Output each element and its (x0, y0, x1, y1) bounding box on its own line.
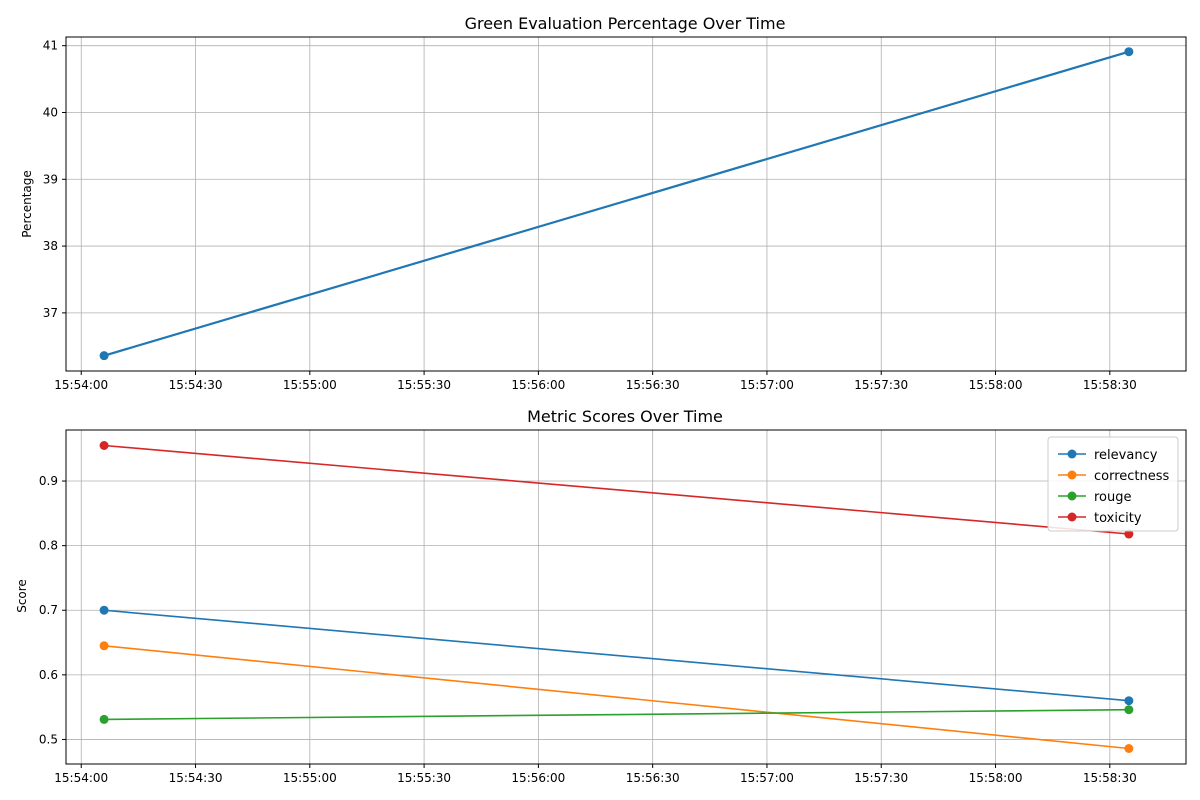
x-tick-label: 15:56:30 (626, 378, 680, 392)
x-tick-label: 15:56:00 (511, 378, 565, 392)
plot-area (99, 441, 1134, 753)
series-0-point (99, 351, 109, 361)
plot-frame (65, 36, 1187, 372)
relevancy-line (104, 609, 1129, 702)
legend-box (1047, 436, 1179, 532)
y-tick-label: 37 (43, 306, 58, 320)
plot-frame (65, 429, 1187, 765)
chart-green-evaluation-percentage: Green Evaluation Percentage Over Time Pe… (20, 14, 1187, 392)
x-tick-label: 15:57:30 (854, 378, 908, 392)
rouge-point (1124, 705, 1134, 715)
x-tick-label: 15:57:30 (854, 771, 908, 785)
correctness-point (1124, 743, 1134, 753)
grid (66, 430, 1186, 764)
x-tick-label: 15:54:00 (54, 378, 108, 392)
legend-label: rouge (1094, 490, 1132, 505)
ticks: 15:54:00 15:54:30 15:55:00 15:55:30 15:56:00… (43, 39, 1137, 392)
x-tick-label: 15:55:00 (283, 771, 337, 785)
relevancy-point (1124, 696, 1134, 706)
y-tick-label: 41 (43, 39, 58, 53)
y-tick-label: 39 (43, 172, 58, 186)
y-axis-label: Score (15, 579, 29, 613)
legend-swatch-marker (1067, 449, 1077, 459)
legend-swatch-marker (1067, 512, 1077, 522)
legend: relevancy correctness rouge toxicity (1047, 436, 1179, 532)
legend-swatch-marker (1067, 470, 1077, 480)
series-0-line (103, 50, 1130, 357)
rouge-line (104, 708, 1129, 721)
legend-label: relevancy (1094, 448, 1158, 463)
correctness-line (104, 644, 1129, 750)
x-tick-label: 15:54:30 (169, 378, 223, 392)
x-tick-label: 15:55:30 (397, 378, 451, 392)
y-tick-label: 0.7 (39, 603, 58, 617)
x-tick-label: 15:54:30 (169, 771, 223, 785)
chart-title: Green Evaluation Percentage Over Time (465, 14, 786, 33)
y-tick-label: 0.5 (39, 732, 58, 746)
legend-label: correctness (1094, 469, 1170, 484)
series-0-point (1124, 47, 1134, 57)
plot-area (99, 47, 1134, 361)
y-tick-label: 0.8 (39, 539, 58, 553)
toxicity-point (99, 441, 109, 451)
toxicity-line (104, 444, 1129, 535)
y-tick-label: 38 (43, 239, 58, 253)
ticks: 15:54:00 15:54:30 15:55:00 15:55:30 15:56:00… (39, 474, 1137, 785)
toxicity-point (1124, 529, 1134, 539)
y-tick-label: 0.6 (39, 668, 58, 682)
x-tick-label: 15:58:30 (1083, 771, 1137, 785)
legend-swatch-marker (1067, 491, 1077, 501)
relevancy-point (99, 605, 109, 615)
x-tick-label: 15:58:30 (1083, 378, 1137, 392)
x-tick-label: 15:54:00 (54, 771, 108, 785)
x-tick-label: 15:55:00 (283, 378, 337, 392)
chart-metric-scores: Metric Scores Over Time Score 15:54:00 15… (15, 407, 1187, 785)
y-tick-label: 40 (43, 105, 58, 119)
x-tick-label: 15:57:00 (740, 378, 794, 392)
x-tick-label: 15:56:00 (511, 771, 565, 785)
y-tick-label: 0.9 (39, 474, 58, 488)
legend-label: toxicity (1094, 511, 1142, 526)
x-tick-label: 15:57:00 (740, 771, 794, 785)
x-tick-label: 15:58:00 (969, 378, 1023, 392)
correctness-point (99, 641, 109, 651)
rouge-point (99, 714, 109, 724)
x-tick-label: 15:55:30 (397, 771, 451, 785)
y-axis-label: Percentage (20, 170, 34, 238)
chart-title: Metric Scores Over Time (527, 407, 723, 426)
grid (66, 37, 1186, 371)
x-tick-label: 15:56:30 (626, 771, 680, 785)
x-tick-label: 15:58:00 (969, 771, 1023, 785)
